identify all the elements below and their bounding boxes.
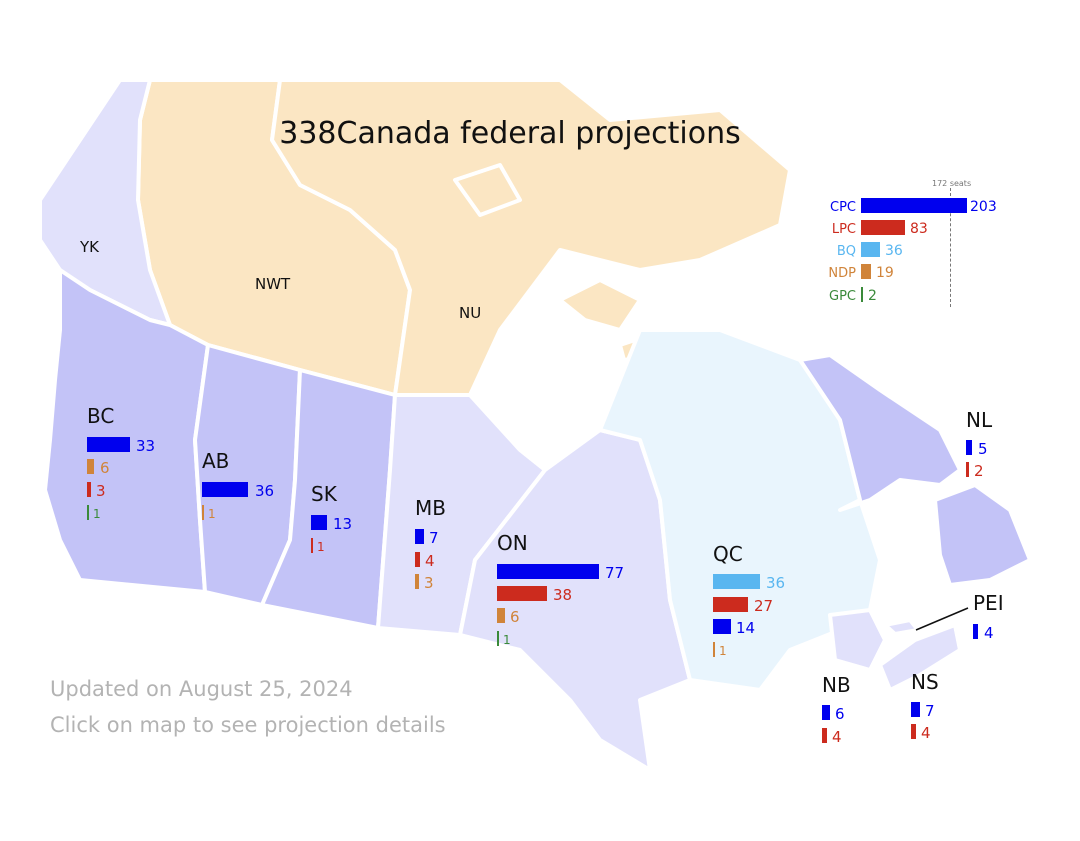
pei-cpc-seats: 4 — [984, 624, 994, 642]
bc-gpc-seats: 1 — [93, 507, 101, 521]
mb-ndp-bar — [415, 574, 419, 589]
legend-bq-name: BQ — [836, 244, 856, 259]
bc-cpc-bar — [87, 437, 130, 452]
label-nl[interactable]: NL — [966, 408, 993, 432]
ab-cpc-bar — [202, 482, 248, 497]
legend-lpc-seats: 83 — [910, 221, 928, 237]
bc-cpc-seats: 33 — [136, 437, 156, 455]
qc-ndp-bar — [713, 642, 715, 657]
region-nl-island[interactable] — [933, 483, 1032, 587]
sk-cpc-bar — [311, 515, 327, 530]
sk-lpc-seats: 1 — [317, 540, 325, 554]
ns-cpc-bar — [911, 702, 920, 717]
region-pei[interactable] — [883, 618, 920, 636]
mb-ndp-seats: 3 — [424, 574, 434, 592]
map-title: 338Canada federal projections — [279, 116, 741, 151]
label-yk: YK — [80, 238, 99, 256]
legend-gpc-seats: 2 — [868, 288, 877, 304]
qc-bq-seats: 36 — [766, 574, 786, 592]
label-nu: NU — [459, 304, 482, 322]
bc-lpc-bar — [87, 482, 91, 497]
legend-gpc-bar — [861, 287, 863, 302]
on-gpc-seats: 1 — [503, 633, 511, 647]
nl-cpc-seats: 5 — [978, 440, 988, 458]
click-hint-text: Click on map to see projection details — [50, 713, 446, 737]
bc-gpc-bar — [87, 505, 89, 520]
legend-cpc-seats: 203 — [970, 199, 997, 215]
ab-cpc-seats: 36 — [255, 482, 275, 500]
on-ndp-bar — [497, 608, 505, 623]
legend-lpc-bar — [861, 220, 905, 235]
on-cpc-seats: 77 — [605, 564, 625, 582]
updated-text: Updated on August 25, 2024 — [50, 677, 353, 701]
pei-leader-line — [915, 607, 969, 631]
label-on[interactable]: ON — [497, 531, 528, 555]
on-lpc-bar — [497, 586, 547, 601]
qc-lpc-bar — [713, 597, 748, 612]
pei-cpc-bar — [973, 624, 978, 639]
nb-lpc-seats: 4 — [832, 728, 842, 746]
label-sk[interactable]: SK — [311, 482, 337, 506]
ns-cpc-seats: 7 — [925, 702, 935, 720]
nl-cpc-bar — [966, 440, 972, 455]
nb-cpc-seats: 6 — [835, 705, 845, 723]
nl-lpc-seats: 2 — [974, 462, 984, 480]
qc-ndp-seats: 1 — [719, 644, 727, 658]
on-cpc-bar — [497, 564, 599, 579]
bc-lpc-seats: 3 — [96, 482, 106, 500]
legend-ndp-name: NDP — [828, 266, 856, 281]
qc-cpc-seats: 14 — [736, 619, 756, 637]
mb-lpc-bar — [415, 552, 420, 567]
ns-lpc-bar — [911, 724, 916, 739]
label-pei[interactable]: PEI — [973, 591, 1004, 615]
legend-bq-bar — [861, 242, 880, 257]
sk-lpc-bar — [311, 538, 313, 553]
on-ndp-seats: 6 — [510, 608, 520, 626]
ab-ndp-seats: 1 — [208, 507, 216, 521]
label-mb[interactable]: MB — [415, 496, 446, 520]
label-bc[interactable]: BC — [87, 404, 115, 428]
region-nb[interactable] — [828, 608, 887, 672]
ns-lpc-seats: 4 — [921, 724, 931, 742]
legend-ndp-bar — [861, 264, 871, 279]
legend-gpc-name: GPC — [829, 289, 856, 304]
region-ns[interactable] — [878, 623, 962, 692]
label-ns[interactable]: NS — [911, 670, 939, 694]
bc-ndp-bar — [87, 459, 94, 474]
nl-lpc-bar — [966, 462, 969, 477]
mb-cpc-seats: 7 — [429, 529, 439, 547]
qc-bq-bar — [713, 574, 760, 589]
on-gpc-bar — [497, 631, 499, 646]
ab-ndp-bar — [202, 505, 204, 520]
label-qc[interactable]: QC — [713, 542, 743, 566]
legend-lpc-name: LPC — [831, 222, 856, 237]
legend-cpc-bar — [861, 198, 967, 213]
qc-cpc-bar — [713, 619, 731, 634]
mb-lpc-seats: 4 — [425, 552, 435, 570]
qc-lpc-seats: 27 — [754, 597, 774, 615]
sk-cpc-seats: 13 — [333, 515, 353, 533]
mb-cpc-bar — [415, 529, 424, 544]
region-nl-labrador[interactable] — [798, 353, 962, 512]
label-ab[interactable]: AB — [202, 449, 230, 473]
majority-label: 172 seats — [932, 179, 972, 188]
legend-cpc-name: CPC — [830, 200, 856, 215]
region-nu[interactable] — [270, 78, 792, 397]
on-lpc-seats: 38 — [553, 586, 573, 604]
legend-ndp-seats: 19 — [876, 265, 894, 281]
majority-line — [950, 188, 951, 307]
bc-ndp-seats: 6 — [100, 459, 110, 477]
nb-cpc-bar — [822, 705, 830, 720]
label-nb[interactable]: NB — [822, 673, 851, 697]
label-nwt: NWT — [255, 275, 291, 293]
nb-lpc-bar — [822, 728, 827, 743]
legend-bq-seats: 36 — [885, 243, 903, 259]
region-yk[interactable] — [38, 78, 172, 327]
